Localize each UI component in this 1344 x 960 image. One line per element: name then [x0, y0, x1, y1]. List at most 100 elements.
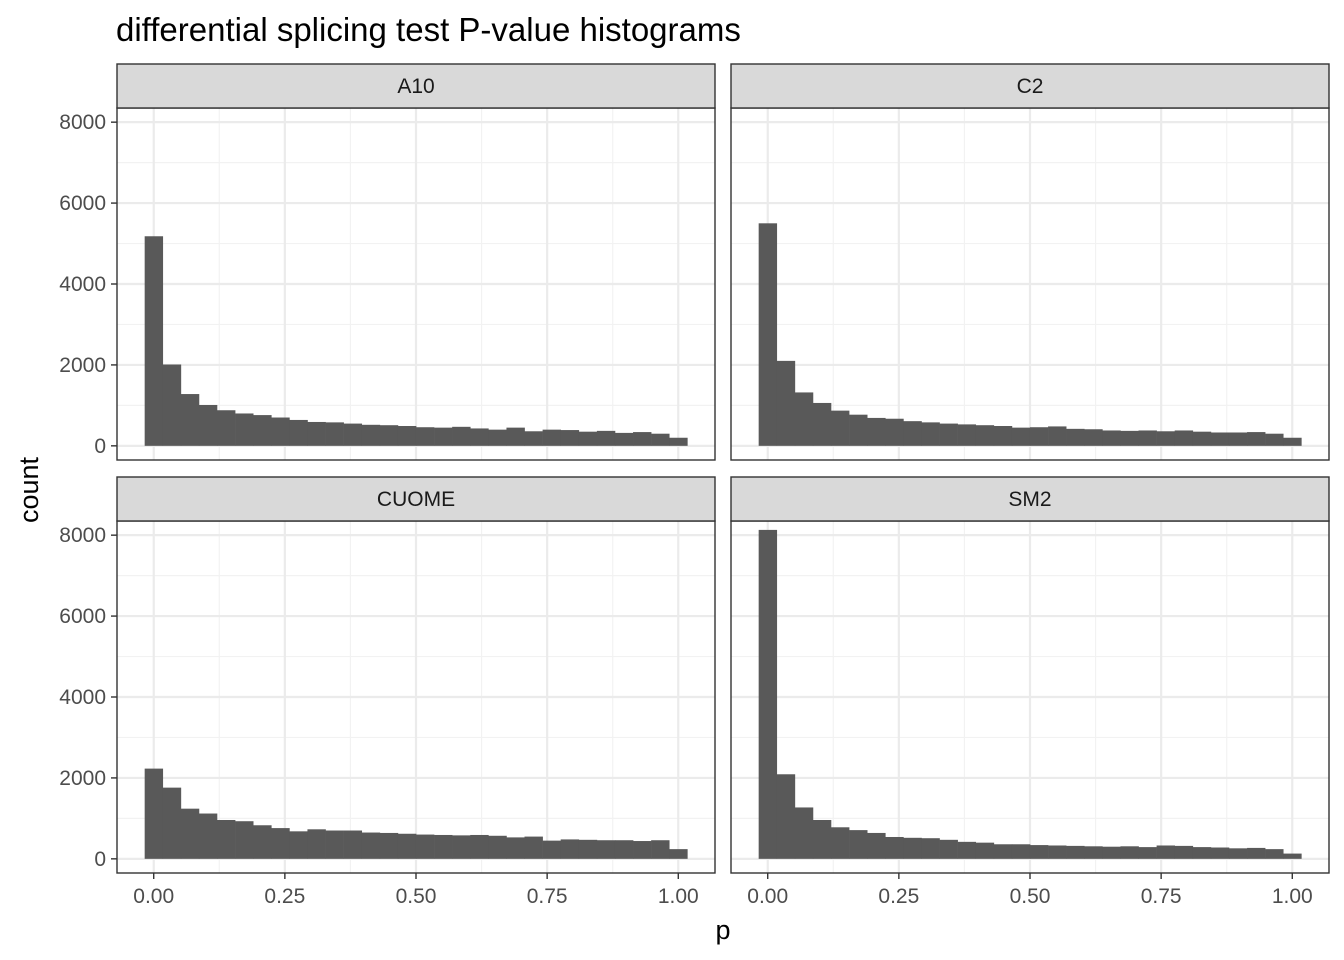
chart-title: differential splicing test P-value histo… — [116, 11, 741, 48]
histogram-bar — [651, 433, 670, 446]
histogram-bar — [776, 774, 796, 859]
histogram-bar — [415, 834, 435, 859]
facet-strip — [730, 476, 1330, 522]
histogram-bar — [162, 364, 182, 446]
facet-strip-label: CUOME — [377, 488, 455, 511]
histogram-bar — [1210, 432, 1230, 446]
axes: 0 2000 4000 6000 8000 0 2000 4000 6000 8000 0.00 0.… — [59, 111, 1312, 908]
facet-panel: CUOME — [116, 476, 716, 874]
histogram-bar — [434, 834, 453, 859]
histogram-bar — [289, 831, 308, 859]
x-tick-label: 0.75 — [527, 885, 568, 908]
histogram-bar — [633, 432, 652, 446]
y-tick-label: 8000 — [59, 111, 106, 134]
histogram-bar — [253, 415, 272, 446]
facet-strip-label: SM2 — [1008, 488, 1051, 511]
histogram-bar — [849, 830, 868, 859]
histogram-bar — [253, 825, 272, 859]
histogram-bar — [144, 768, 164, 859]
histogram-bar — [379, 425, 399, 446]
histogram-bar — [993, 426, 1013, 446]
histogram-bar — [921, 838, 940, 859]
y-tick-label: 6000 — [59, 192, 106, 215]
histogram-bar — [415, 427, 435, 446]
histogram-bar — [361, 424, 381, 446]
histogram-bar — [812, 819, 832, 859]
histogram-bar — [794, 392, 814, 446]
facet-strip-label: C2 — [1017, 75, 1044, 98]
histogram-bar — [289, 419, 308, 446]
histogram-bar — [1138, 847, 1157, 859]
x-tick-label: 0.50 — [396, 885, 437, 908]
facet-panels: A10 C2 CUOME SM2 — [116, 63, 1330, 874]
histogram-bar — [542, 840, 562, 859]
histogram-bar — [975, 425, 995, 446]
y-tick-label: 6000 — [59, 605, 106, 628]
histogram-bar — [397, 426, 417, 446]
histogram-bar — [1174, 430, 1194, 446]
histogram-bar — [903, 837, 922, 859]
histogram-bar — [397, 833, 417, 859]
histogram-bar — [162, 787, 182, 859]
histogram-bar — [470, 834, 489, 859]
histogram-bar — [1192, 847, 1212, 859]
histogram-bar — [271, 828, 290, 859]
histogram-bar — [939, 423, 958, 446]
histogram-bar — [867, 832, 886, 859]
histogram-bar — [921, 422, 940, 446]
histogram-bar — [1011, 427, 1031, 446]
histogram-bar — [506, 837, 525, 859]
histogram-bar — [939, 839, 958, 859]
histogram-bar — [596, 840, 616, 859]
facet-strip — [116, 476, 716, 522]
histogram-bar — [217, 819, 236, 859]
histogram-bar — [271, 417, 290, 446]
histogram-bar — [758, 223, 778, 446]
facet-panel: C2 — [730, 63, 1330, 461]
x-tick-label: 0.25 — [878, 885, 919, 908]
x-tick-label: 0.00 — [747, 885, 788, 908]
x-tick-label: 0.25 — [264, 885, 305, 908]
facet-strip-label: A10 — [397, 75, 434, 98]
histogram-bar — [885, 418, 904, 446]
histogram-bar — [1048, 845, 1067, 859]
histogram-bar — [524, 431, 543, 446]
histogram-bar — [957, 841, 977, 859]
histogram-bar — [1084, 429, 1103, 446]
histogram-bar — [669, 437, 688, 446]
histogram-bar — [235, 413, 254, 446]
histogram-bar — [1120, 846, 1139, 859]
histogram-bar — [524, 836, 543, 859]
histogram-bar — [1102, 846, 1121, 859]
histogram-bar — [307, 829, 326, 859]
histogram-bar — [849, 414, 868, 446]
histogram-bar — [144, 236, 164, 446]
histogram-bar — [831, 410, 850, 446]
histogram-bar — [1228, 432, 1248, 446]
histogram-bar — [1048, 426, 1067, 446]
histogram-bar — [651, 840, 670, 859]
histogram-bar — [1247, 847, 1266, 859]
histogram-bar — [812, 402, 832, 446]
histogram-bar — [542, 429, 562, 446]
histogram-bar — [452, 426, 471, 446]
histogram-bar — [506, 427, 525, 446]
histogram-bar — [867, 417, 886, 446]
histogram-bar — [614, 432, 634, 446]
y-tick-label: 0 — [94, 848, 106, 871]
histogram-bar — [180, 394, 200, 446]
histogram-bar — [993, 844, 1013, 859]
histogram-bar — [903, 421, 922, 446]
histogram-bar — [379, 832, 399, 859]
histogram-bar — [831, 827, 850, 859]
y-tick-label: 2000 — [59, 354, 106, 377]
histogram-bar — [1192, 431, 1212, 446]
x-tick-label: 1.00 — [1272, 885, 1313, 908]
y-tick-label: 8000 — [59, 524, 106, 547]
histogram-bar — [633, 841, 652, 859]
histogram-bar — [1066, 845, 1085, 859]
facet-strip — [730, 63, 1330, 109]
histogram-bar — [198, 404, 218, 446]
histogram-bar — [325, 830, 344, 859]
facet-panel: A10 — [116, 63, 716, 461]
